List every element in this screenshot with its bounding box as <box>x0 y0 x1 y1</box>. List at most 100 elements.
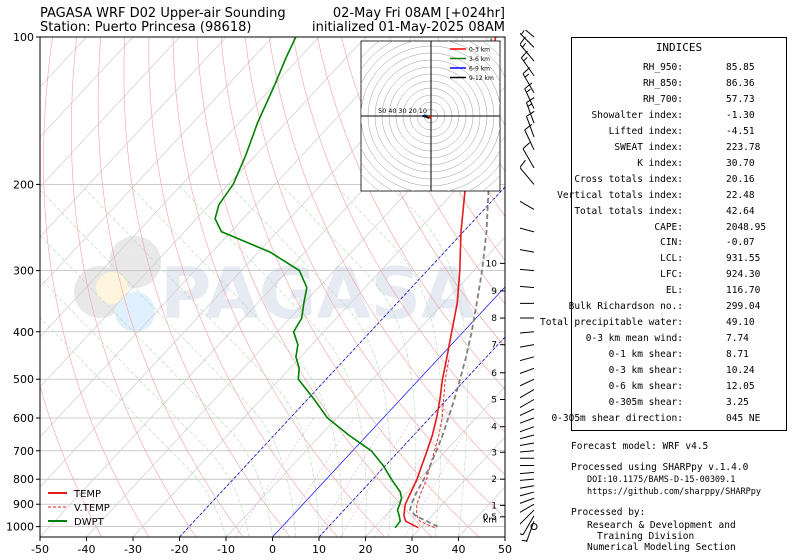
x-tick-label: 30 <box>405 543 419 556</box>
dry-adiabat <box>268 37 505 476</box>
barb-half-flag <box>526 88 531 93</box>
index-label: 0-1 km shear: <box>608 349 683 361</box>
x-tick-label: -40 <box>78 543 96 556</box>
wind-barb <box>520 442 535 447</box>
barb-flag <box>520 533 524 536</box>
moist-adiabat <box>177 184 367 537</box>
index-value: 924.30 <box>726 269 761 281</box>
index-row: 0-6 km shear: 12.05 <box>572 379 786 395</box>
wind-barb <box>521 521 535 543</box>
dry-adiabat <box>123 37 291 537</box>
index-value: 57.73 <box>726 93 755 105</box>
barb-flag <box>520 159 526 168</box>
barb-staff <box>520 268 535 272</box>
index-label: RH_850: <box>642 77 683 89</box>
barb-staff <box>520 509 535 525</box>
index-value: 42.64 <box>726 205 755 217</box>
hodograph-ring-label: 10 <box>419 107 427 115</box>
hodograph-legend-label: 0-3 km <box>469 47 490 54</box>
hodograph-legend-label: 9-12 km <box>469 75 494 82</box>
dry-adiabat <box>317 37 505 390</box>
index-label: Total totals index: <box>574 205 683 217</box>
index-label: Total precipitable water: <box>540 317 683 329</box>
hodograph-area: 50 40 30 20 10 <box>361 41 500 191</box>
index-row: SWEAT index: 223.78 <box>572 140 786 156</box>
barb-staff <box>520 344 535 348</box>
x-tick-label: 10 <box>312 543 326 556</box>
barb-staff <box>520 503 535 513</box>
index-row: K index: 30.70 <box>572 156 786 172</box>
moist-adiabat <box>388 184 468 537</box>
height-tick-label: 3 <box>491 448 497 458</box>
index-label: LCL: <box>660 253 683 265</box>
x-tick-label: 0 <box>269 543 276 556</box>
index-label: 0-305m shear: <box>608 396 683 408</box>
barb-staff <box>520 434 535 440</box>
calm-circle <box>530 523 538 531</box>
mixing-ratio-line <box>278 417 355 537</box>
barb-staff <box>520 497 535 504</box>
barb-staff <box>520 399 535 409</box>
index-row: Showalter index: -1.30 <box>572 108 786 124</box>
dry-adiabat <box>148 37 338 537</box>
index-label: Cross totals index: <box>574 173 683 185</box>
barb-staff <box>520 471 535 475</box>
barb-staff <box>520 485 535 489</box>
height-tick-label: 9 <box>491 287 497 297</box>
dry-adiabat <box>97 37 244 537</box>
isotherm <box>40 37 41 38</box>
isotherm <box>365 386 505 537</box>
index-label: Vertical totals index: <box>557 189 683 201</box>
index-value: 931.55 <box>726 253 761 265</box>
processed-by: Processed by: <box>571 507 646 518</box>
y-tick-label: 100 <box>13 31 34 44</box>
wind-barb <box>520 471 535 475</box>
x-tick-label: 50 <box>498 543 512 556</box>
wind-barb <box>522 142 535 169</box>
hodograph-legend-label: 6-9 km <box>469 66 490 73</box>
chart-title: PAGASA WRF D02 Upper-air Sounding <box>40 6 286 21</box>
index-label: Showalter index: <box>591 109 683 121</box>
wind-barb <box>520 426 535 433</box>
index-value: 3.25 <box>726 396 749 408</box>
wind-barb <box>520 515 535 536</box>
forecast-model: Forecast model: WRF v4.5 <box>571 441 709 452</box>
index-label: Bulk Richardson no.: <box>568 301 683 313</box>
index-row: RH_700: 57.73 <box>572 92 786 108</box>
wind-barb <box>524 30 535 38</box>
watermark-circle <box>74 266 126 318</box>
hodograph-ring-label: 20 <box>409 107 417 115</box>
index-label: 0-3 km mean wind: <box>585 333 683 345</box>
index-value: 85.85 <box>726 62 755 73</box>
moist-adiabat <box>128 184 343 537</box>
wind-barb <box>524 82 535 109</box>
index-value: 299.04 <box>726 301 761 313</box>
height-unit-label: km <box>483 515 497 525</box>
height-tick-label: 7 <box>491 341 497 351</box>
wind-barb <box>520 457 534 459</box>
index-value: -1.30 <box>726 109 755 121</box>
x-tick-label: -10 <box>217 543 235 556</box>
y-tick-label: 300 <box>13 265 34 278</box>
index-label: 0-305m shear direction: <box>551 412 683 424</box>
index-row: Total totals index: 42.64 <box>572 204 786 220</box>
height-tick-label: 0.5 <box>483 513 497 523</box>
index-value: -4.51 <box>726 125 755 137</box>
hodograph-trace <box>422 115 430 119</box>
index-label: CAPE: <box>654 221 683 233</box>
wind-barb <box>520 356 535 362</box>
index-label: 0-6 km shear: <box>608 381 683 392</box>
wind-barb <box>520 302 534 304</box>
barb-staff <box>520 367 535 374</box>
x-tick-label: -20 <box>171 543 189 556</box>
moist-adiabat <box>40 189 297 537</box>
index-value: 86.36 <box>726 77 755 89</box>
x-tick-label: -50 <box>31 543 49 556</box>
y-tick-label: 700 <box>13 445 34 458</box>
index-value: 10.24 <box>726 365 755 377</box>
series-line-vtemp <box>416 356 450 529</box>
wind-barb <box>520 509 535 525</box>
height-tick-label: 6 <box>491 369 497 379</box>
barb-staff <box>520 200 535 210</box>
index-value: 22.48 <box>726 189 755 201</box>
